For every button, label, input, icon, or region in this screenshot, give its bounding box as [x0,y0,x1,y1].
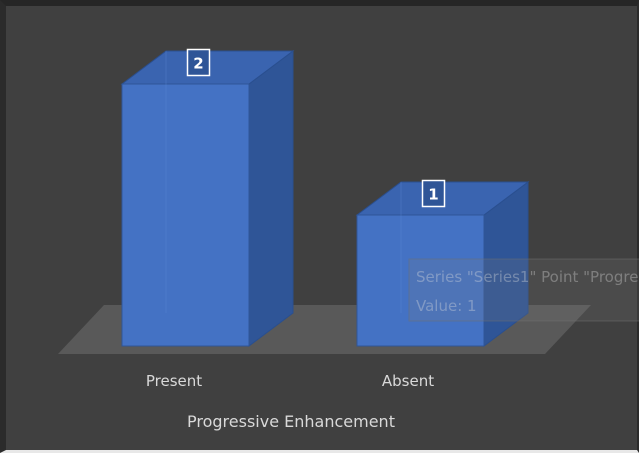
bar-series[interactable] [120,50,530,347]
hover-tooltip: Series "Series1" Point "Progressive Enha… [408,258,639,322]
bar[interactable] [355,181,530,347]
data-label-box [421,179,446,208]
data-label: 1 [421,179,446,208]
bar[interactable] [120,50,295,347]
data-label-box [186,48,211,77]
data-label-text: 1 [428,186,438,204]
x-axis-title: Progressive Enhancement [187,412,395,431]
tooltip-line-1: Series "Series1" Point "Progressive Enha… [416,268,639,286]
tooltip-box [408,258,639,322]
data-label-text: 2 [193,55,203,73]
bar-side-face [248,50,294,347]
x-tick-label: Present [146,372,202,390]
data-labels: 21 [186,48,446,208]
x-axis-tick-labels: Present Absent [146,372,434,390]
x-tick-label: Absent [382,372,434,390]
tooltip-line-2: Value: 1 [416,297,477,315]
data-label: 2 [186,48,211,77]
bar-front-face [121,83,250,347]
bar-front-face [356,214,485,347]
